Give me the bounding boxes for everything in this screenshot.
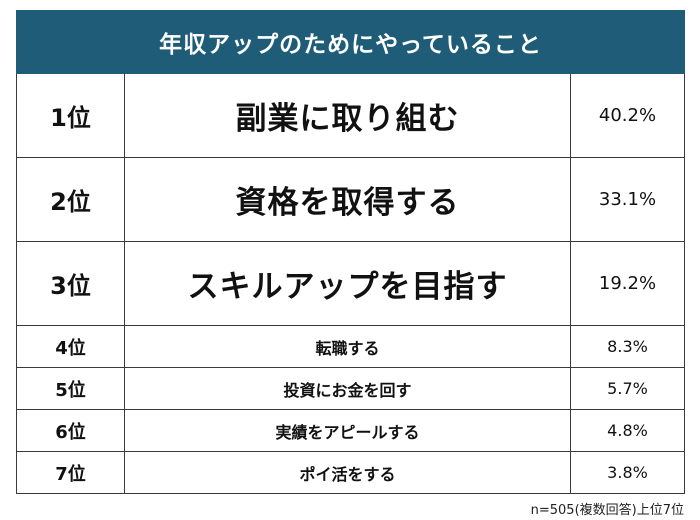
rank-cell: 4位	[16, 325, 125, 368]
rank-cell: 1位	[16, 73, 125, 158]
rank-cell: 3位	[16, 241, 125, 326]
item-cell: スキルアップを目指す	[124, 241, 571, 326]
table-row-rank-5: 5位 投資にお金を回す 5.7%	[16, 367, 685, 410]
table-row-rank-7: 7位 ポイ活をする 3.8%	[16, 451, 685, 494]
item-cell: 資格を取得する	[124, 157, 571, 242]
table-header-row: 年収アップのためにやっていること	[16, 10, 685, 74]
sample-size-footnote: n=505(複数回答)上位7位	[530, 503, 684, 518]
item-cell: 転職する	[124, 325, 571, 368]
percent-cell: 8.3%	[570, 325, 685, 368]
item-cell: 副業に取り組む	[124, 73, 571, 158]
percent-cell: 33.1%	[570, 157, 685, 242]
percent-cell: 4.8%	[570, 409, 685, 452]
rank-cell: 7位	[16, 451, 125, 494]
item-cell: 実績をアピールする	[124, 409, 571, 452]
rank-cell: 2位	[16, 157, 125, 242]
table-row-rank-4: 4位 転職する 8.3%	[16, 325, 685, 368]
ranking-table: 年収アップのためにやっていること 1位 副業に取り組む 40.2% 2位 資格を…	[16, 10, 685, 494]
item-cell: 投資にお金を回す	[124, 367, 571, 410]
table-row-rank-1: 1位 副業に取り組む 40.2%	[16, 73, 685, 158]
table-row-rank-2: 2位 資格を取得する 33.1%	[16, 157, 685, 242]
table-title: 年収アップのためにやっていること	[16, 10, 685, 74]
item-cell: ポイ活をする	[124, 451, 571, 494]
rank-cell: 6位	[16, 409, 125, 452]
table-row-rank-3: 3位 スキルアップを目指す 19.2%	[16, 241, 685, 326]
rank-cell: 5位	[16, 367, 125, 410]
percent-cell: 40.2%	[570, 73, 685, 158]
percent-cell: 19.2%	[570, 241, 685, 326]
percent-cell: 5.7%	[570, 367, 685, 410]
table-row-rank-6: 6位 実績をアピールする 4.8%	[16, 409, 685, 452]
percent-cell: 3.8%	[570, 451, 685, 494]
